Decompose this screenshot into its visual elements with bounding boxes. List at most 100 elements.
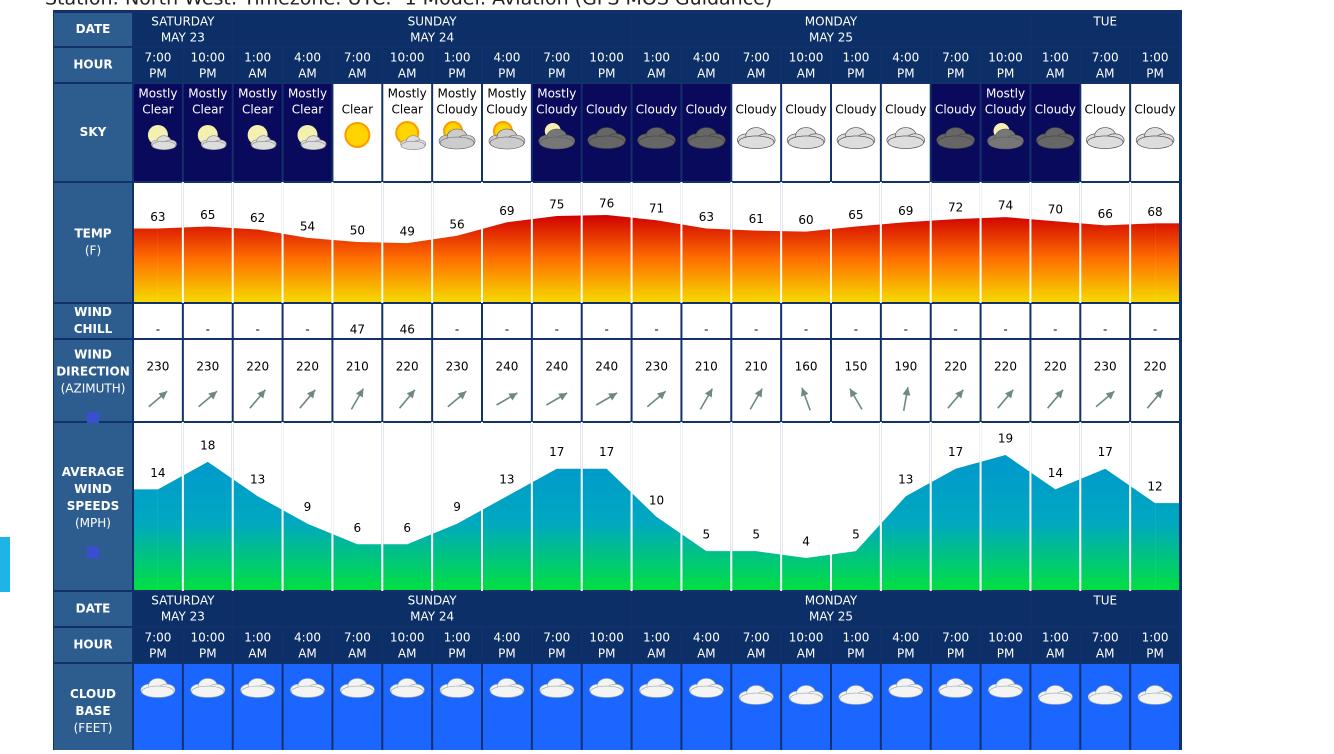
cloud-icon (339, 678, 375, 698)
wind-arrow (1095, 390, 1115, 408)
hour-cell (433, 628, 481, 662)
wind-chill-label: 46 (400, 323, 415, 337)
cloud-base-cell (183, 664, 232, 754)
cloud-icon (587, 127, 626, 149)
sky-label: Clear (392, 103, 423, 117)
hour-cell (931, 628, 980, 662)
data-cell (881, 340, 930, 421)
cloud-icon (1137, 685, 1173, 705)
hour-cell (981, 628, 1030, 662)
hour-label: AM (1096, 67, 1115, 81)
sky-label: Mostly (487, 87, 526, 101)
cloud-icon (538, 128, 576, 150)
wind-chill-label: - (1003, 323, 1007, 337)
temp-label: 68 (1147, 205, 1162, 219)
cloud-base-cell (682, 664, 731, 754)
hour-label: 4:00 (493, 51, 520, 65)
cloud-puff (539, 136, 575, 150)
wind-chill-label: - (156, 323, 160, 337)
sky-label: Clear (342, 103, 373, 117)
hour-cell (732, 628, 781, 662)
cloud-icon (988, 678, 1023, 698)
wind-direction-label: 240 (495, 360, 518, 374)
hour-label: 7:00 (344, 51, 371, 65)
row-label: TEMP (74, 227, 111, 241)
wind-speed-label: 13 (499, 473, 514, 487)
temp-label: 76 (599, 197, 614, 211)
arrow-head (1154, 389, 1163, 399)
hour-cell (682, 48, 731, 82)
date-label: MAY 24 (410, 610, 454, 624)
cloud-base-cell (1081, 664, 1130, 754)
wind-chill-label: - (854, 323, 858, 337)
data-cell (1031, 340, 1080, 421)
cloud-puff (1136, 135, 1174, 149)
hour-label: 10:00 (589, 51, 624, 65)
hour-label: AM (248, 647, 267, 661)
side-widget (0, 537, 10, 592)
arrow-head (849, 388, 858, 398)
hour-label: PM (947, 67, 965, 81)
row-label: DATE (76, 22, 111, 36)
wind-arrow (902, 387, 911, 411)
hour-cell (582, 48, 631, 82)
wind-direction-label: 230 (446, 360, 469, 374)
cloud-icon (439, 678, 475, 698)
cloud-base-cell (1031, 664, 1080, 754)
hour-cell (383, 48, 432, 82)
data-cell (333, 340, 382, 421)
wind-chill-label: - (754, 323, 758, 337)
sky-label: Cloudy (736, 103, 777, 117)
hour-cell (183, 628, 232, 662)
cloud-puff (540, 685, 574, 698)
sky-label: Mostly (537, 87, 576, 101)
wind-direction-label: 220 (296, 360, 319, 374)
hour-label: PM (847, 647, 865, 661)
temp-label: 74 (998, 199, 1013, 213)
row-label: HOUR (73, 58, 112, 72)
cloud-icon (489, 678, 525, 698)
hour-label: AM (747, 647, 766, 661)
row-label-cell (54, 183, 132, 302)
cloud-puff (440, 685, 474, 698)
hour-label: PM (199, 647, 217, 661)
temp-area (157, 215, 1156, 302)
date-label: MAY 25 (809, 31, 853, 45)
hour-label: PM (548, 647, 566, 661)
date-label: MAY 24 (410, 31, 454, 45)
wind-speed-label: 14 (1048, 466, 1063, 480)
data-cell (881, 304, 930, 338)
sky-label: Clear (192, 103, 223, 117)
temp-label: 61 (749, 212, 764, 226)
row-label: CHILL (74, 322, 113, 336)
cloud-base-cell (283, 664, 332, 754)
hour-label: PM (997, 67, 1015, 81)
row-label-cell (54, 628, 132, 662)
hour-label: AM (1046, 67, 1065, 81)
data-cell (183, 340, 232, 421)
wind-speed-label: 5 (852, 528, 860, 542)
row-label-cell (54, 304, 132, 338)
hour-label: 7:00 (144, 51, 171, 65)
wind-chill-label: - (555, 323, 559, 337)
hour-label: AM (398, 647, 417, 661)
cloud-icon (539, 678, 575, 698)
hour-label: 4:00 (693, 51, 720, 65)
cloud-puff (640, 685, 673, 698)
cloud-icon (637, 127, 676, 149)
row-label: DIRECTION (56, 365, 130, 379)
data-cell (433, 304, 481, 338)
cloud-icon (639, 678, 674, 698)
sky-label: Cloudy (1085, 103, 1126, 117)
hour-label: AM (348, 67, 367, 81)
hour-cell (483, 48, 531, 82)
data-cell (632, 304, 681, 338)
wind-speed-label: 10 (649, 493, 664, 507)
hour-label: PM (598, 67, 616, 81)
wind-speed-label: 9 (304, 500, 312, 514)
wind-speed-label: 6 (403, 521, 411, 535)
row-label-cell (54, 84, 132, 181)
row-label: HOUR (73, 638, 112, 652)
cloud-icon (190, 678, 226, 698)
data-cell (283, 340, 332, 421)
